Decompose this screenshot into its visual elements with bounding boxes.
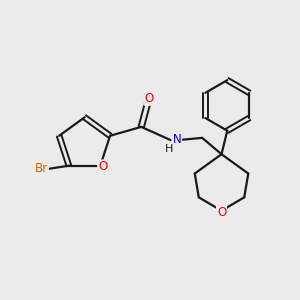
Text: H: H bbox=[164, 144, 173, 154]
Text: N: N bbox=[172, 133, 181, 146]
Text: O: O bbox=[98, 160, 107, 173]
Text: Br: Br bbox=[35, 162, 48, 175]
Text: O: O bbox=[144, 92, 154, 105]
Text: O: O bbox=[217, 206, 226, 219]
